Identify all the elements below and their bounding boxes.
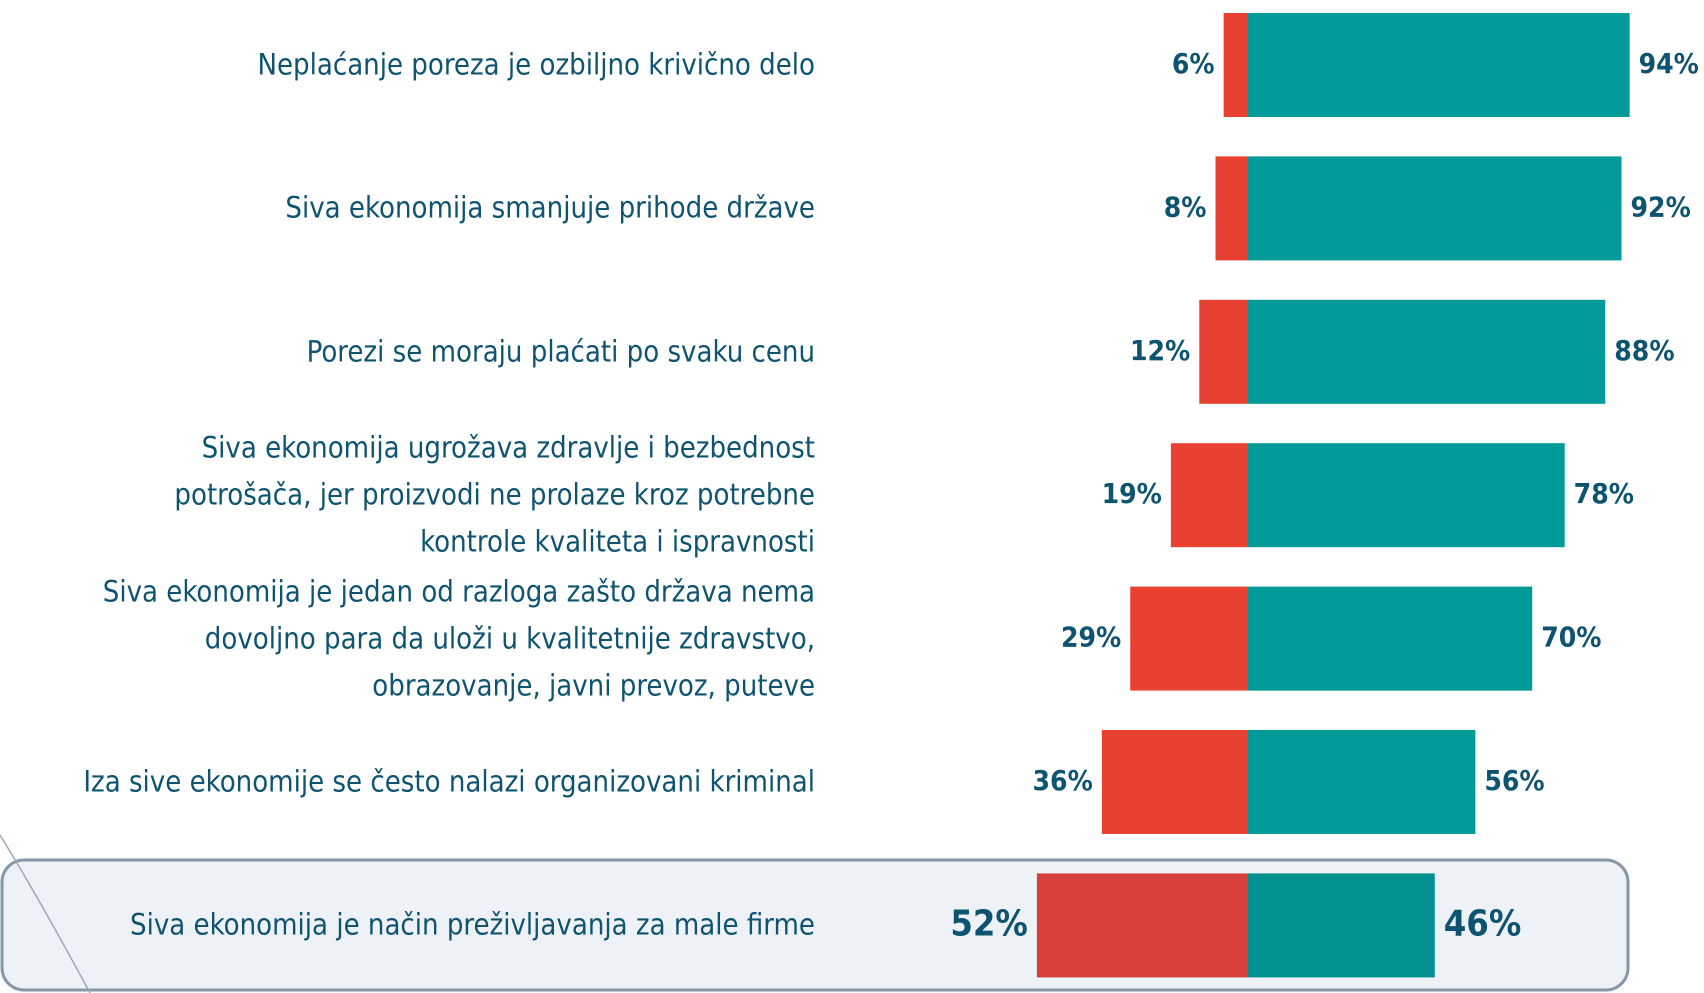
bar-negative: [1170, 443, 1248, 548]
category-label: Iza sive ekonomije se često nalazi organ…: [83, 764, 815, 799]
category-label: Siva ekonomija smanjuje prihode države: [285, 190, 815, 225]
value-label: 8%: [1164, 190, 1207, 223]
value-label: 52%: [950, 903, 1028, 944]
bar-positive: [1248, 730, 1476, 834]
bar-negative: [1199, 299, 1248, 404]
value-label: 70%: [1541, 621, 1601, 654]
value-label: 12%: [1130, 334, 1190, 367]
decor-line: [0, 834, 91, 993]
bar-positive: [1248, 586, 1533, 691]
bar-negative: [1036, 873, 1248, 978]
value-label: 94%: [1639, 47, 1699, 80]
value-label: 6%: [1172, 47, 1215, 80]
bar-positive: [1248, 13, 1630, 117]
value-label: 29%: [1061, 621, 1121, 654]
category-label: Siva ekonomija je način preživljavanja z…: [130, 907, 815, 942]
bar-negative: [1130, 586, 1248, 691]
value-label: 36%: [1033, 764, 1093, 797]
value-label: 78%: [1574, 477, 1634, 510]
bar-positive: [1248, 873, 1435, 978]
value-label: 56%: [1484, 764, 1544, 797]
bar-positive: [1248, 299, 1606, 404]
value-label: 92%: [1631, 190, 1691, 223]
category-label: Siva ekonomija je jedan od razloga zašto…: [102, 574, 815, 703]
value-label: 88%: [1614, 334, 1674, 367]
category-label: Porezi se moraju plaćati po svaku cenu: [306, 334, 815, 369]
bar-positive: [1248, 156, 1622, 261]
category-label: Neplaćanje poreza je ozbiljno krivično d…: [257, 47, 815, 82]
value-label: 46%: [1444, 903, 1522, 944]
value-label: 19%: [1102, 477, 1162, 510]
category-label: Siva ekonomija ugrožava zdravlje i bezbe…: [174, 430, 815, 559]
bar-positive: [1248, 443, 1565, 548]
bar-negative: [1101, 730, 1248, 834]
bar-negative: [1223, 13, 1248, 117]
bar-negative: [1215, 156, 1248, 261]
